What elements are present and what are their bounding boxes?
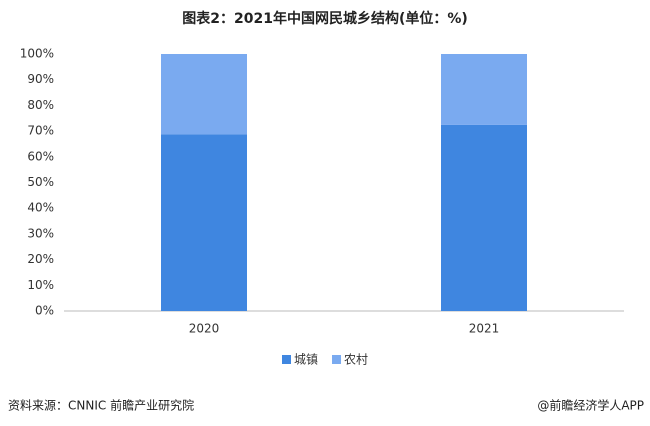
bar-segment	[441, 54, 527, 125]
bar-segment	[161, 134, 247, 311]
y-tick-label: 50%	[27, 175, 54, 189]
legend-swatch	[282, 355, 291, 364]
y-tick-label: 40%	[27, 201, 54, 215]
legend-swatch	[332, 355, 342, 364]
y-tick-label: 80%	[27, 98, 54, 112]
x-tick-label: 2021	[469, 322, 500, 336]
bar-segment	[161, 54, 247, 135]
y-tick-label: 60%	[27, 149, 54, 163]
legend-label: 城镇	[294, 353, 318, 367]
y-tick-label: 20%	[27, 252, 54, 266]
credit: @前瞻经济学人APP	[537, 398, 644, 413]
y-tick-label: 0%	[35, 304, 54, 318]
y-tick-label: 100%	[20, 47, 54, 61]
y-tick-label: 30%	[27, 226, 54, 240]
legend-label: 农村	[344, 353, 368, 367]
x-tick-label: 2020	[189, 322, 220, 336]
chart-title: 图表2：2021年中国网民城乡结构(单位：%)	[182, 10, 468, 27]
y-tick-label: 90%	[27, 72, 54, 86]
source-note: 资料来源：CNNIC 前瞻产业研究院	[8, 398, 194, 413]
y-tick-label: 10%	[27, 278, 54, 292]
bar-segment	[441, 124, 527, 311]
y-tick-label: 70%	[27, 124, 54, 138]
